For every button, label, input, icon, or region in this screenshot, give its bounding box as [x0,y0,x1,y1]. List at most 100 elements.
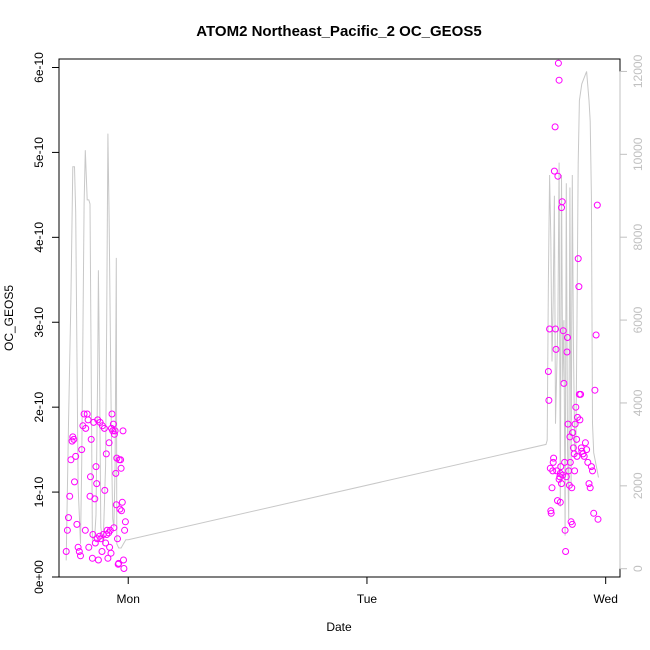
data-point [92,463,100,471]
data-point [87,435,95,443]
data-point [557,463,565,471]
x-tick-label: Mon [117,592,140,606]
data-point [93,480,101,488]
points-layer [62,59,602,572]
data-point [548,484,556,492]
y-axis-label: OC_GEOS5 [2,285,16,351]
data-point [110,430,118,438]
data-point [547,509,555,517]
y2-tick-label: 2000 [631,472,645,499]
data-point [589,467,596,475]
data-point [545,396,553,404]
y2-tick-label: 12000 [631,54,645,88]
data-point [117,456,125,464]
data-point [554,59,562,67]
data-point [564,334,571,341]
data-point [569,429,577,437]
data-point [85,543,93,551]
data-point [68,437,76,445]
y-tick-label: 4e-10 [32,222,46,253]
data-point [558,198,566,206]
data-point [549,467,557,475]
data-point [580,452,588,460]
data-point [558,480,565,488]
data-point [105,439,113,447]
data-point [103,531,111,538]
data-point [112,501,120,509]
data-point [94,556,102,564]
data-point [80,410,88,418]
data-point [585,480,593,488]
data-point [74,543,82,551]
data-point [544,368,552,375]
data-point [87,473,94,481]
data-point [563,348,571,356]
data-point [583,446,591,454]
data-point [112,469,120,477]
data-point [562,473,570,481]
data-point [77,552,84,560]
data-point [104,554,112,562]
data-point [116,505,124,513]
data-point [571,420,579,428]
data-point [117,464,125,472]
data-point [70,435,78,443]
y-tick-label: 3e-10 [32,307,46,338]
data-point [89,531,97,538]
data-point [106,543,114,551]
data-point [575,283,583,291]
data-point [574,255,582,263]
data-point [98,548,106,555]
y2-tick-label: 10000 [631,137,645,171]
data-point [593,201,601,209]
plot-frame [58,58,621,578]
data-point [576,416,584,424]
data-point [72,452,80,460]
data-point [577,390,585,398]
data-point [552,325,559,333]
data-point [75,548,83,555]
data-point [590,509,598,517]
data-point [584,458,592,466]
x-axis-label: Date [326,620,352,634]
data-point [571,467,579,475]
data-point [586,484,594,492]
y-tick-label: 5e-10 [32,137,46,168]
data-point [118,498,126,506]
data-point [549,458,557,466]
data-point [109,427,117,435]
y-tick-label: 0e+00 [32,560,46,594]
data-point [573,452,581,460]
y-axis-right: 0 2000 4000 6000 8000 10000 12000 [619,54,645,572]
data-point [572,403,580,411]
data-point [562,548,570,555]
data-point [555,76,563,84]
data-point [556,469,564,477]
data-point [101,486,109,494]
data-point [559,327,567,335]
y-axis-left: 0e+00 1e-10 2e-10 3e-10 4e-10 5e-10 6e-10 [32,52,60,594]
data-point [114,535,121,543]
data-point [102,539,110,547]
data-point [65,514,72,522]
y2-tick-label: 8000 [631,224,645,251]
altitude-line-layer [65,71,599,561]
data-point [550,454,558,462]
data-point [551,123,559,131]
chart-title: ATOM2 Northeast_Pacific_2 OC_GEOS5 [196,23,481,40]
data-point [547,507,555,515]
data-point [561,526,569,534]
data-point [78,446,86,454]
data-point [109,420,117,428]
data-point [100,424,108,432]
data-point [592,331,600,339]
y2-tick-label: 4000 [631,389,645,416]
data-point [550,167,558,175]
data-point [568,484,576,492]
data-point [581,439,589,447]
y-tick-label: 2e-10 [32,391,46,422]
data-point [62,548,70,555]
data-point [88,554,96,562]
data-point [591,386,599,394]
data-point [568,520,576,528]
